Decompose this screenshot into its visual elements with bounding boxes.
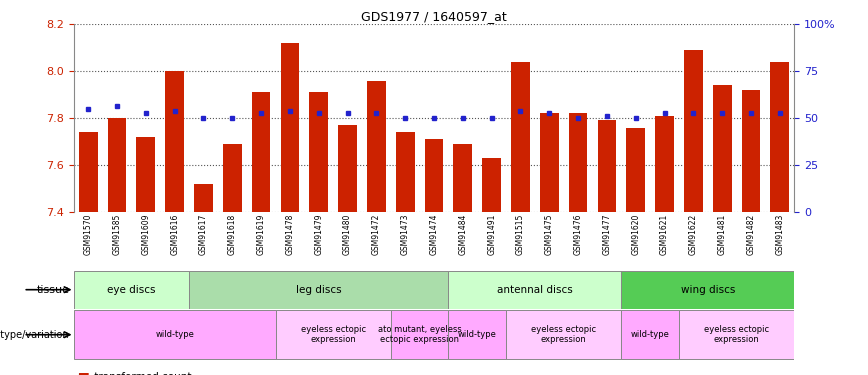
Bar <box>713 86 732 212</box>
Text: wild-type: wild-type <box>631 330 669 339</box>
Text: eyeless ectopic
expression: eyeless ectopic expression <box>531 325 596 344</box>
Text: leg discs: leg discs <box>296 285 341 295</box>
Text: eye discs: eye discs <box>107 285 155 295</box>
Bar <box>424 139 444 212</box>
Text: wild-type: wild-type <box>457 330 496 339</box>
Bar <box>136 137 155 212</box>
Bar <box>483 158 501 212</box>
FancyBboxPatch shape <box>189 271 449 309</box>
FancyBboxPatch shape <box>391 310 449 359</box>
FancyBboxPatch shape <box>621 271 794 309</box>
FancyBboxPatch shape <box>275 310 391 359</box>
Bar <box>771 62 789 212</box>
FancyBboxPatch shape <box>449 271 621 309</box>
Bar <box>741 90 760 212</box>
Bar <box>655 116 674 212</box>
FancyBboxPatch shape <box>449 310 506 359</box>
Text: tissue: tissue <box>36 285 69 295</box>
Text: ato mutant, eyeless
ectopic expression: ato mutant, eyeless ectopic expression <box>378 325 462 344</box>
Text: genotype/variation: genotype/variation <box>0 330 69 340</box>
Bar <box>252 92 271 212</box>
Bar <box>627 128 645 212</box>
Text: wild-type: wild-type <box>155 330 194 339</box>
Bar <box>280 43 299 212</box>
Bar <box>684 50 703 212</box>
Bar <box>540 114 559 212</box>
Text: eyeless ectopic
expression: eyeless ectopic expression <box>704 325 769 344</box>
Bar <box>597 120 616 212</box>
Bar <box>511 62 529 212</box>
Bar <box>194 184 213 212</box>
Bar <box>339 125 357 212</box>
Text: wing discs: wing discs <box>681 285 735 295</box>
Bar <box>367 81 385 212</box>
Bar <box>396 132 415 212</box>
FancyBboxPatch shape <box>679 310 794 359</box>
Bar <box>108 118 127 212</box>
Title: GDS1977 / 1640597_at: GDS1977 / 1640597_at <box>361 10 507 23</box>
Bar <box>453 144 472 212</box>
Bar <box>165 71 184 212</box>
Bar <box>223 144 241 212</box>
Bar <box>79 132 97 212</box>
FancyBboxPatch shape <box>621 310 679 359</box>
Bar <box>309 92 328 212</box>
FancyBboxPatch shape <box>74 271 189 309</box>
Text: ■  transformed count: ■ transformed count <box>78 372 192 375</box>
Text: ■: ■ <box>78 370 90 375</box>
Text: eyeless ectopic
expression: eyeless ectopic expression <box>300 325 365 344</box>
FancyBboxPatch shape <box>506 310 621 359</box>
Text: antennal discs: antennal discs <box>497 285 573 295</box>
Bar <box>569 114 588 212</box>
FancyBboxPatch shape <box>74 310 275 359</box>
